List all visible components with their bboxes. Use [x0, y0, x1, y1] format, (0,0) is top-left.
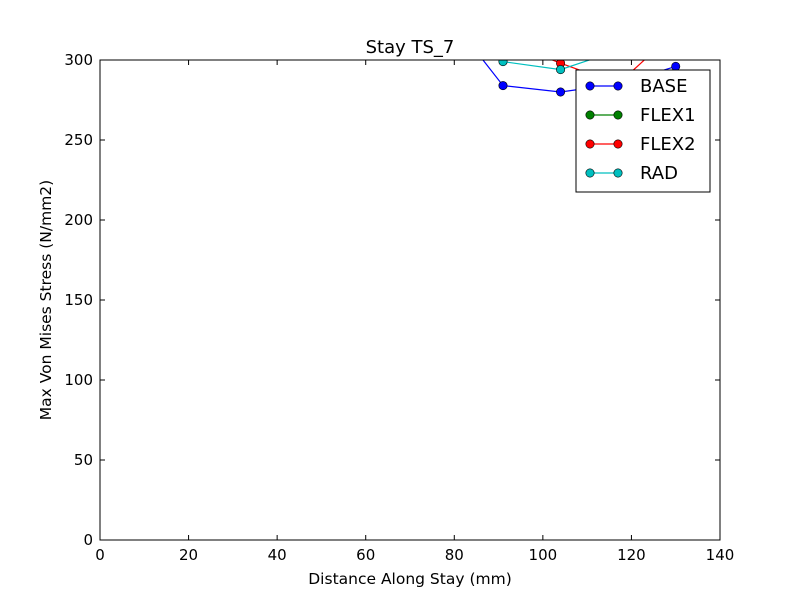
legend-box — [575, 69, 711, 193]
legend-item-rad: RAD — [585, 163, 678, 184]
y-tick-label: 250 — [64, 131, 93, 149]
tick-layer: 0 20 40 60 80 100 120 140 0 50 100 150 200 250 300 — [64, 51, 734, 564]
y-tick-label: 50 — [74, 451, 93, 469]
legend-label-base: BASE — [640, 76, 687, 97]
legend-item-flex1: FLEX1 — [585, 105, 696, 126]
data-point-base — [556, 87, 566, 97]
y-tick-label: 150 — [64, 291, 93, 309]
data-point-base — [498, 81, 508, 91]
legend-marker — [585, 110, 595, 120]
legend-marker — [613, 81, 623, 91]
x-tick-label: 0 — [95, 546, 105, 564]
x-tick-label: 140 — [706, 546, 735, 564]
x-tick-label: 40 — [268, 546, 287, 564]
series-rad — [498, 60, 592, 75]
legend-marker — [585, 168, 595, 178]
y-tick-label: 100 — [64, 371, 93, 389]
legend-label-flex1: FLEX1 — [640, 105, 696, 126]
x-tick-label: 20 — [179, 546, 198, 564]
x-tick-label: 60 — [356, 546, 375, 564]
legend-marker — [585, 81, 595, 91]
legend-marker — [613, 168, 623, 178]
y-axis-label: Max Von Mises Stress (N/mm2) — [37, 180, 55, 420]
legend-item-base: BASE — [585, 76, 687, 97]
legend: BASE FLEX1 FLEX2 RAD — [575, 69, 711, 193]
chart-title: Stay TS_7 — [366, 37, 455, 58]
x-tick-label: 120 — [617, 546, 646, 564]
x-tick-label: 100 — [529, 546, 558, 564]
y-tick-label: 200 — [64, 211, 93, 229]
x-tick-label: 80 — [445, 546, 464, 564]
data-point-rad — [498, 60, 508, 67]
legend-label-rad: RAD — [640, 163, 678, 184]
legend-marker — [613, 110, 623, 120]
y-tick-label: 300 — [64, 51, 93, 69]
data-point-base — [671, 61, 681, 71]
legend-label-flex2: FLEX2 — [640, 134, 696, 155]
legend-marker — [585, 139, 595, 149]
y-tick-label: 0 — [83, 531, 93, 549]
data-point-rad — [556, 65, 566, 75]
x-axis-label: Distance Along Stay (mm) — [308, 570, 512, 588]
legend-item-flex2: FLEX2 — [585, 134, 696, 155]
legend-marker — [613, 139, 623, 149]
